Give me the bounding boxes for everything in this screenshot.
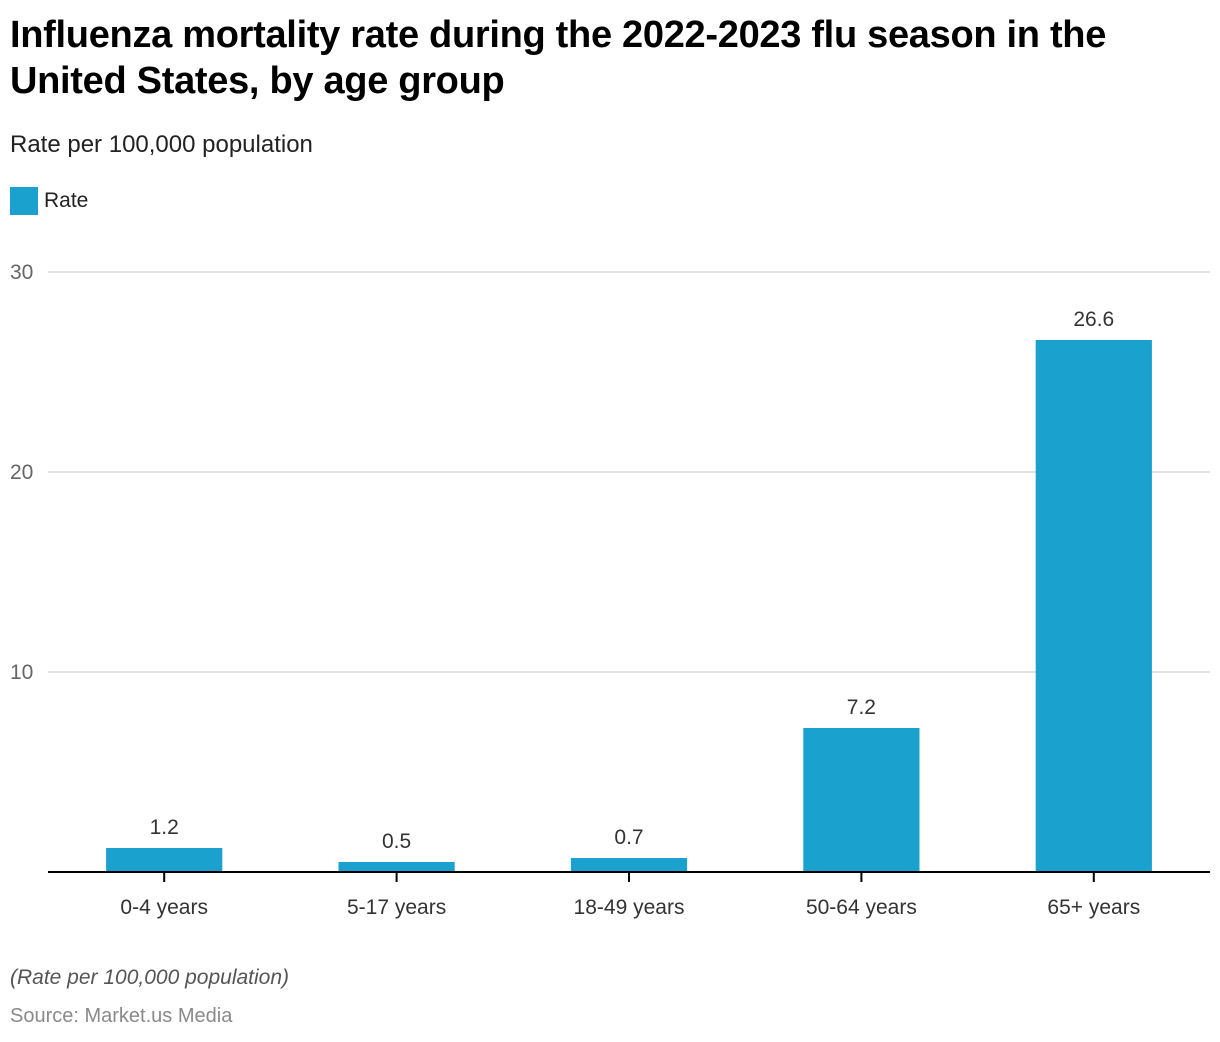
bars (106, 340, 1152, 872)
value-label: 1.2 (150, 816, 179, 839)
legend: Rate (10, 187, 88, 215)
chart-subtitle: Rate per 100,000 population (10, 131, 313, 158)
bar (1035, 340, 1152, 872)
chart-title: Influenza mortality rate during the 2022… (10, 14, 1107, 102)
x-tick-label: 50-64 years (806, 896, 917, 919)
bar (338, 862, 455, 872)
legend-swatch-rate (10, 187, 38, 215)
x-tick-label: 18-49 years (574, 896, 685, 919)
bar (803, 728, 920, 872)
value-label: 0.5 (382, 830, 411, 853)
y-tick-label: 10 (10, 661, 33, 684)
chart-note: (Rate per 100,000 population) (10, 966, 290, 989)
chart-source: Source: Market.us Media (10, 1005, 233, 1027)
x-axis-ticks: 0-4 years 5-17 years 18-49 years 50-64 year… (120, 872, 1140, 919)
y-tick-label: 30 (10, 261, 33, 284)
bar (570, 858, 688, 872)
value-label: 26.6 (1073, 308, 1114, 331)
y-axis-ticks: 10 20 30 (10, 261, 33, 684)
y-tick-label: 20 (10, 461, 33, 484)
legend-label-rate: Rate (44, 189, 89, 212)
value-label: 7.2 (847, 696, 876, 719)
bar (106, 848, 223, 872)
gridlines (48, 271, 1210, 673)
x-tick-label: 5-17 years (347, 896, 446, 919)
value-label: 0.7 (614, 826, 643, 849)
x-tick-label: 0-4 years (120, 896, 208, 919)
value-labels: 1.2 0.5 0.7 7.2 26.6 (150, 308, 1115, 853)
x-tick-label: 65+ years (1047, 896, 1140, 919)
